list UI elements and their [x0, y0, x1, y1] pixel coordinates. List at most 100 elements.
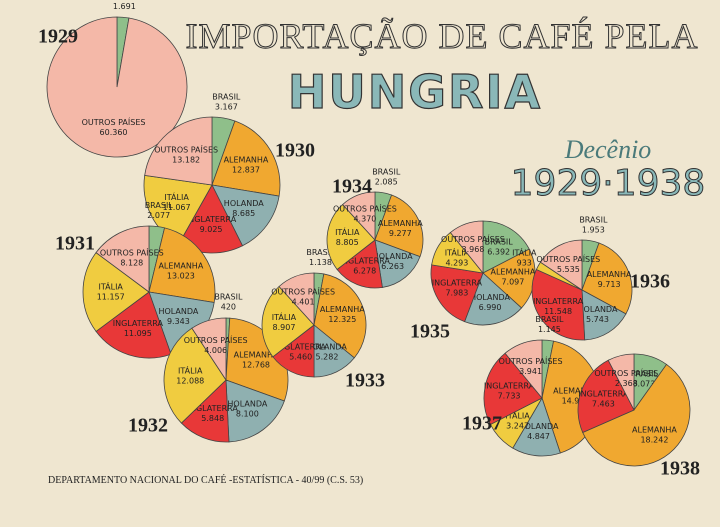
slice-category: BRASIL [306, 248, 335, 257]
slice-category: INGLATERRA [432, 279, 483, 288]
pie-slice [278, 272, 315, 327]
pie-year: 1934 [332, 176, 372, 198]
slice-category: OUTROS PAÍSES [441, 233, 505, 244]
pie-year: 1930 [275, 140, 315, 162]
slice-category: HOLANDA [158, 307, 198, 316]
slice-value: 13.023 [167, 271, 195, 280]
pie-slice [504, 339, 543, 400]
slice-value: 7.983 [445, 289, 468, 298]
slice-value: 18.242 [640, 436, 668, 445]
slice-category: ALEMANHA [224, 156, 269, 165]
slice-category: ITÁLIA [164, 191, 189, 202]
slice-value: 2.077 [147, 211, 170, 220]
slice-value: 12.768 [242, 361, 270, 370]
slice-category: OUTROS PAÍSES [333, 203, 397, 214]
slice-value: 5.282 [316, 353, 339, 362]
slice-category: ALEMANHA [158, 261, 203, 270]
slice-category: ALEMANHA [587, 270, 632, 279]
slice-value: 4.847 [527, 432, 550, 441]
slice-value: 13.182 [172, 156, 200, 165]
slice-category: BRASIL [110, 0, 139, 1]
slice-category: OUTROS PAÍSES [100, 246, 164, 257]
slice-value: 4.006 [204, 346, 227, 355]
slice-category: ITÁLIA [335, 226, 360, 237]
period: 1929·1938 [511, 163, 706, 204]
slice-value: 9.025 [200, 225, 223, 234]
slice-category: BRASIL [485, 238, 514, 247]
slice-category: INGLATERRA [186, 215, 237, 224]
slice-category: INGLATERRA [340, 256, 391, 265]
slice-category: HOLANDA [307, 343, 347, 352]
slice-value: 2.085 [375, 177, 398, 186]
pie-slice [482, 220, 530, 274]
slice-category: HOLANDA [224, 199, 264, 208]
slice-category: INGLATERRA [113, 319, 164, 328]
slice-category: HOLANDA [470, 293, 510, 302]
pie-year: 1936 [630, 271, 670, 293]
slice-category: OUTROS PAÍSES [499, 355, 563, 366]
slice-value: 9.713 [598, 280, 621, 289]
slice-value: 3.968 [462, 245, 485, 254]
slice-category: OUTROS PAÍSES [82, 116, 146, 127]
slice-value: 8.100 [236, 409, 259, 418]
slice-category: ITÁLIA [505, 410, 530, 421]
pie-year: 1933 [345, 370, 385, 392]
pie-year: 1937 [462, 413, 502, 435]
pie-slice [211, 184, 280, 247]
slice-category: INGLATERRA [533, 297, 584, 306]
slice-value: 12.837 [232, 166, 260, 175]
slice-value: 2.368 [615, 379, 638, 388]
pie-slice [82, 252, 150, 332]
slice-value: 60.360 [100, 128, 128, 137]
slice-category: BRASIL [214, 293, 243, 302]
slice-category: HOLANDA [578, 305, 618, 314]
slice-category: ITÁLIA [272, 311, 297, 322]
pie-slice [449, 220, 484, 275]
slice-category: ALEMANHA [553, 386, 598, 395]
pie-slice [95, 291, 172, 359]
slice-category: OUTROS PAÍSES [594, 367, 658, 378]
pie-slice [191, 317, 227, 382]
slice-value: 5.743 [586, 315, 609, 324]
pie-slice [261, 285, 315, 358]
slice-value: 1.138 [309, 258, 332, 267]
slice-category: ITÁLIA [512, 246, 537, 257]
pie-slice [582, 363, 691, 467]
slice-value: 12.088 [176, 377, 204, 386]
pie-year: 1932 [128, 415, 168, 437]
slice-value: 6.278 [353, 266, 376, 275]
slice-category: HOLANDA [227, 399, 267, 408]
slice-category: BRASIL [145, 201, 174, 210]
pie-year: 1935 [410, 321, 450, 343]
slice-value: 7.463 [592, 400, 615, 409]
slice-value: 8.685 [232, 209, 255, 218]
slice-value: 5.460 [289, 353, 312, 362]
pie-slice [148, 227, 216, 303]
period-label: Decênio [564, 135, 652, 164]
slice-category: ITÁLIA [445, 246, 470, 257]
pie-slice [464, 272, 523, 326]
slice-value: 4.293 [445, 258, 468, 267]
slice-category: BRASIL [579, 215, 608, 224]
pie-year: 1929 [38, 26, 78, 48]
slice-value: 5.848 [201, 414, 224, 423]
slice-category: ITÁLIA [99, 281, 124, 292]
pie-slice [581, 242, 633, 315]
slice-category: OUTROS PAÍSES [536, 253, 600, 264]
slice-value: 8.907 [273, 323, 296, 332]
slice-value: 11.067 [163, 203, 191, 212]
chart-title: IMPORTAÇÃO DE CAFÉ PELA [186, 16, 699, 56]
slice-category: OUTROS PAÍSES [184, 334, 248, 345]
pie-slice [336, 239, 383, 289]
slice-value: 3.073 [632, 380, 655, 389]
slice-value: 9.277 [389, 229, 412, 238]
pie-slice [211, 120, 281, 197]
slice-category: ALEMANHA [320, 305, 365, 314]
slice-value: 1.691 [113, 2, 136, 11]
pie-slice [607, 353, 635, 411]
pie-slice [225, 379, 285, 443]
pie-slice [374, 239, 421, 288]
pie-slice [531, 268, 586, 341]
slice-value: 7.733 [498, 392, 521, 401]
slice-category: OUTROS PAÍSES [271, 285, 335, 296]
